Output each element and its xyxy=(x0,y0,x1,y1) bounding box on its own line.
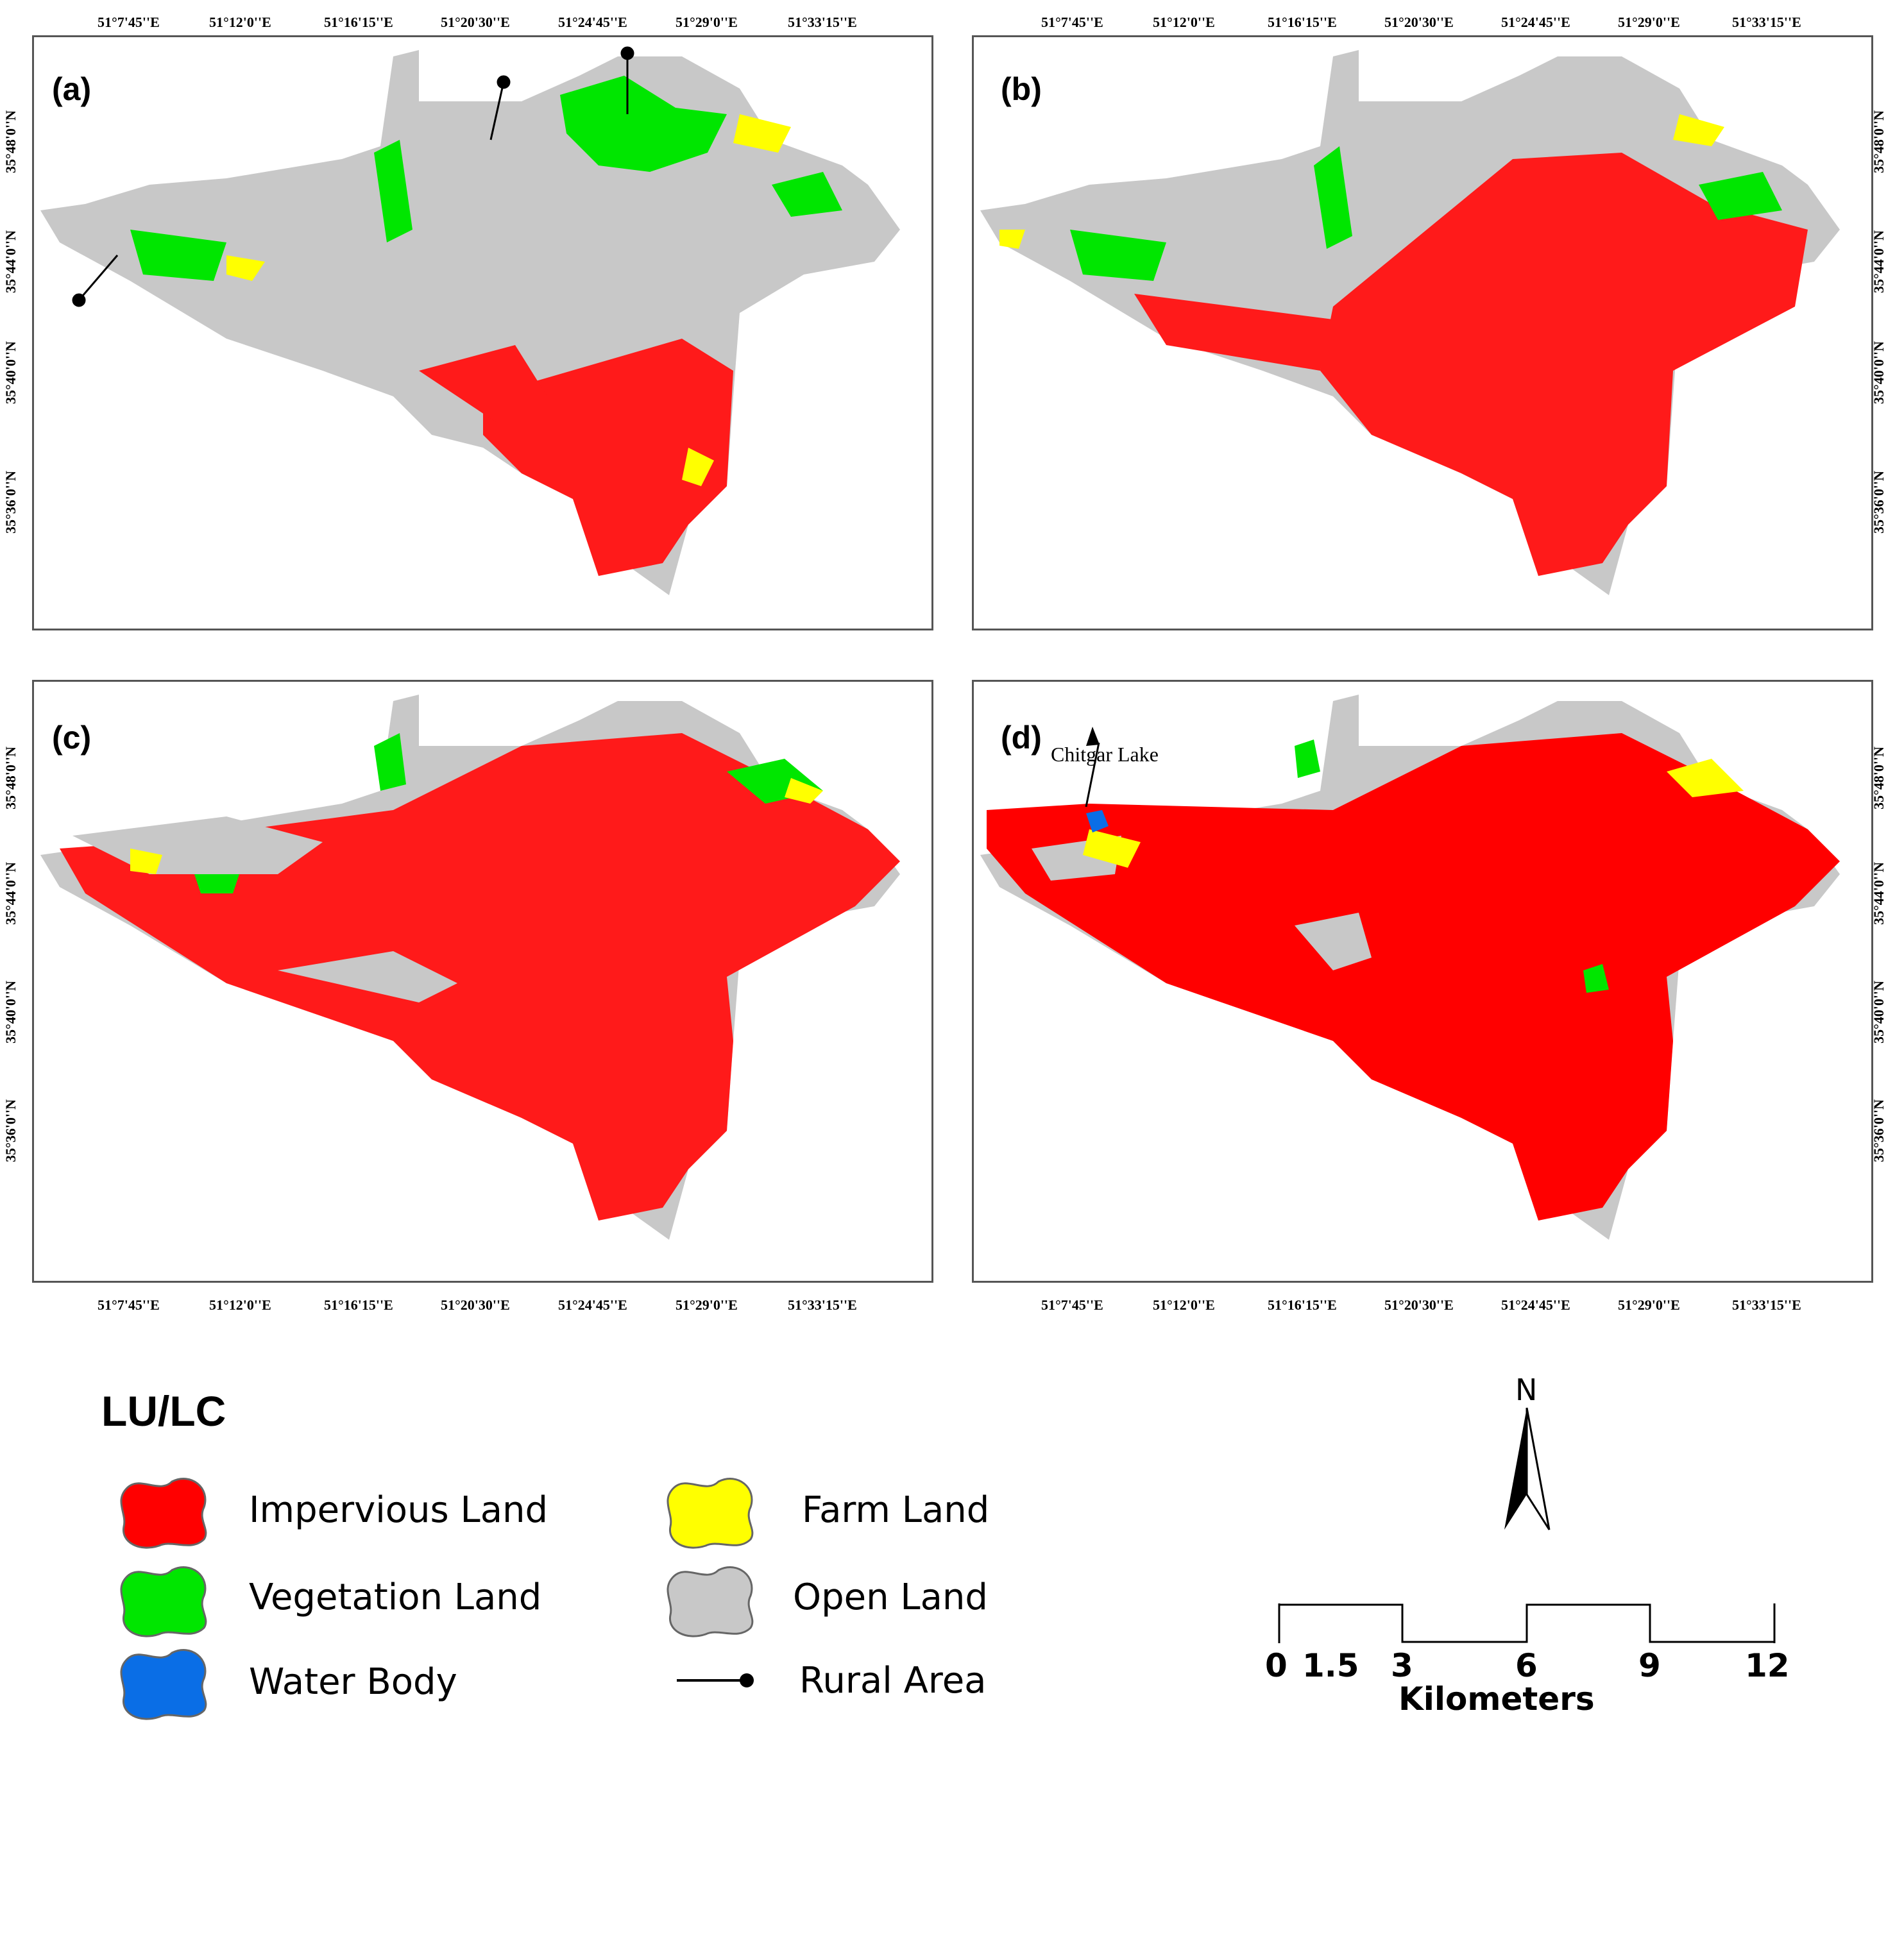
farm-land-swatch xyxy=(667,1478,754,1549)
map-c-svg xyxy=(40,695,900,1240)
lat-tick-a-3: 35°40'0''N xyxy=(3,341,19,405)
map-panel-a: (a) xyxy=(32,35,933,630)
lat-tick-b-3: 35°40'0''N xyxy=(1871,341,1887,405)
lon-tick-c-4: 51°20'30''E xyxy=(441,1297,510,1313)
scale-tick-1-5: 1.5 xyxy=(1302,1647,1359,1684)
scale-tick-12: 12 xyxy=(1745,1647,1790,1684)
legend-water-label: Water Body xyxy=(249,1661,457,1703)
north-arrow-icon xyxy=(1504,1407,1551,1530)
legend-vegetation-label: Vegetation Land xyxy=(249,1576,542,1618)
lat-tick-d-3: 35°40'0''N xyxy=(1871,980,1887,1044)
lon-tick-c-5: 51°24'45''E xyxy=(558,1297,627,1313)
lon-tick-a-7: 51°33'15''E xyxy=(788,14,857,30)
scale-tick-9: 9 xyxy=(1638,1647,1661,1684)
legend-farm-label: Farm Land xyxy=(802,1489,990,1531)
lon-tick-b-7: 51°33'15''E xyxy=(1732,14,1801,30)
lat-tick-a-2: 35°44'0''N xyxy=(3,230,19,294)
lon-tick-d-6: 51°29'0''E xyxy=(1618,1297,1680,1313)
lon-tick-b-4: 51°20'30''E xyxy=(1384,14,1454,30)
impervious-area-d xyxy=(987,733,1840,1221)
rural-area-symbol xyxy=(677,1673,754,1687)
legend-title: LU/LC xyxy=(101,1387,226,1435)
map-panel-d: (d) Chitgar Lake xyxy=(972,680,1873,1283)
farm-area-b xyxy=(999,114,1724,249)
lon-tick-a-2: 51°12'0''E xyxy=(209,14,271,30)
open-land-swatch xyxy=(667,1566,754,1637)
lon-tick-c-7: 51°33'15''E xyxy=(788,1297,857,1313)
map-b-svg xyxy=(980,50,1840,595)
vegetation-land-swatch xyxy=(120,1566,207,1637)
lon-tick-d-1: 51°7'45''E xyxy=(1041,1297,1103,1313)
impervious-area-c xyxy=(60,733,900,1221)
lat-tick-a-4: 35°36'0''N xyxy=(3,470,19,534)
lon-tick-b-2: 51°12'0''E xyxy=(1153,14,1215,30)
lat-tick-c-4: 35°36'0''N xyxy=(3,1099,19,1163)
water-body-swatch xyxy=(120,1649,207,1720)
chitgar-lake-arrow xyxy=(1085,742,1100,807)
lat-tick-d-4: 35°36'0''N xyxy=(1871,1099,1887,1163)
lon-tick-d-2: 51°12'0''E xyxy=(1153,1297,1215,1313)
lat-tick-a-1: 35°48'0''N xyxy=(3,110,19,174)
lon-tick-d-3: 51°16'15''E xyxy=(1268,1297,1337,1313)
farm-area-d xyxy=(1083,759,1744,868)
map-panel-b: (b) xyxy=(972,35,1873,630)
legend-rural-label: Rural Area xyxy=(799,1660,987,1702)
lon-tick-c-3: 51°16'15''E xyxy=(324,1297,393,1313)
lat-tick-d-1: 35°48'0''N xyxy=(1871,746,1887,810)
chitgar-lake-arrowhead xyxy=(1086,727,1100,746)
lon-tick-c-1: 51°7'45''E xyxy=(98,1297,160,1313)
vegetation-area-a xyxy=(130,76,842,281)
lon-tick-a-5: 51°24'45''E xyxy=(558,14,627,30)
impervious-land-swatch xyxy=(120,1478,207,1549)
map-panel-c: (c) xyxy=(32,680,933,1283)
legend-open-label: Open Land xyxy=(793,1576,988,1618)
lat-tick-b-2: 35°44'0''N xyxy=(1871,230,1887,294)
map-d-svg xyxy=(980,695,1840,1240)
scale-unit: Kilometers xyxy=(1398,1680,1595,1718)
lat-tick-c-3: 35°40'0''N xyxy=(3,980,19,1044)
lon-tick-a-4: 51°20'30''E xyxy=(441,14,510,30)
impervious-area-b xyxy=(1134,153,1808,576)
panel-label-b: (b) xyxy=(1001,71,1042,107)
scale-tick-0: 0 xyxy=(1265,1647,1288,1684)
lon-tick-b-5: 51°24'45''E xyxy=(1501,14,1570,30)
farm-area-a xyxy=(226,114,791,486)
vegetation-area-d xyxy=(1295,740,1609,993)
chitgar-lake-water xyxy=(1086,810,1109,833)
lon-tick-d-5: 51°24'45''E xyxy=(1501,1297,1570,1313)
scale-bar-graphic xyxy=(1278,1603,1776,1643)
lon-tick-c-2: 51°12'0''E xyxy=(209,1297,271,1313)
legend-impervious-label: Impervious Land xyxy=(249,1489,548,1531)
lon-tick-a-3: 51°16'15''E xyxy=(324,14,393,30)
lat-tick-b-1: 35°48'0''N xyxy=(1871,110,1887,174)
impervious-area-a xyxy=(419,339,733,576)
panel-label-c: (c) xyxy=(52,720,92,756)
lat-tick-d-2: 35°44'0''N xyxy=(1871,861,1887,926)
lon-tick-b-1: 51°7'45''E xyxy=(1041,14,1103,30)
scale-tick-3: 3 xyxy=(1391,1647,1413,1684)
vegetation-area-b xyxy=(1070,146,1782,281)
lon-tick-d-4: 51°20'30''E xyxy=(1384,1297,1454,1313)
lon-tick-d-7: 51°33'15''E xyxy=(1732,1297,1801,1313)
panel-label-d: (d) xyxy=(1001,720,1042,756)
lon-tick-c-6: 51°29'0''E xyxy=(676,1297,738,1313)
scale-tick-6: 6 xyxy=(1515,1647,1538,1684)
lon-tick-a-6: 51°29'0''E xyxy=(676,14,738,30)
lon-tick-a-1: 51°7'45''E xyxy=(98,14,160,30)
north-label: N xyxy=(1515,1373,1538,1407)
farm-area-c xyxy=(130,778,823,874)
lat-tick-c-2: 35°44'0''N xyxy=(3,861,19,926)
rural-markers-a xyxy=(72,46,634,307)
lon-tick-b-6: 51°29'0''E xyxy=(1618,14,1680,30)
chitgar-lake-label: Chitgar Lake xyxy=(1051,743,1159,766)
map-a-svg xyxy=(40,46,900,595)
panel-label-a: (a) xyxy=(52,71,92,107)
lat-tick-c-1: 35°48'0''N xyxy=(3,746,19,810)
lon-tick-b-3: 51°16'15''E xyxy=(1268,14,1337,30)
lat-tick-b-4: 35°36'0''N xyxy=(1871,470,1887,534)
